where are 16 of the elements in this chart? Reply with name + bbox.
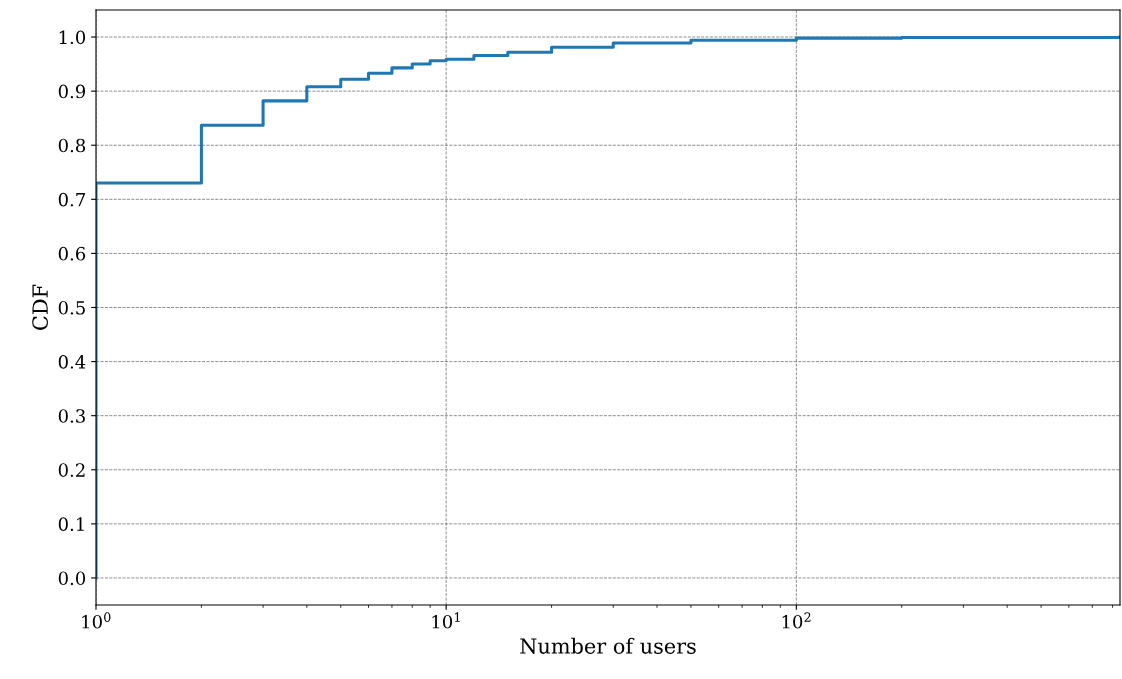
y-tick-label: 0.2 <box>58 463 85 477</box>
y-tick-label: 0.1 <box>58 517 84 531</box>
x-tick-label: 10$^{2}$ <box>782 612 811 629</box>
x-tick-label: 10$^{1}$ <box>432 612 460 629</box>
x-axis-title: Number of users <box>520 637 696 654</box>
y-axis-title: CDF <box>32 284 48 330</box>
y-tick-label: 0.4 <box>58 355 86 369</box>
y-tick-label: 0.3 <box>58 409 85 423</box>
y-tick-label: 1.0 <box>59 30 86 45</box>
y-tick-label: 0.5 <box>58 300 85 315</box>
y-tick-label: 0.0 <box>58 571 86 586</box>
y-tick-label: 0.6 <box>58 246 86 261</box>
x-tick-label: 10$^{0}$ <box>82 612 111 629</box>
y-tick-label: 0.7 <box>58 192 85 207</box>
y-tick-label: 0.8 <box>58 138 86 153</box>
y-tick-label: 0.9 <box>58 84 86 99</box>
